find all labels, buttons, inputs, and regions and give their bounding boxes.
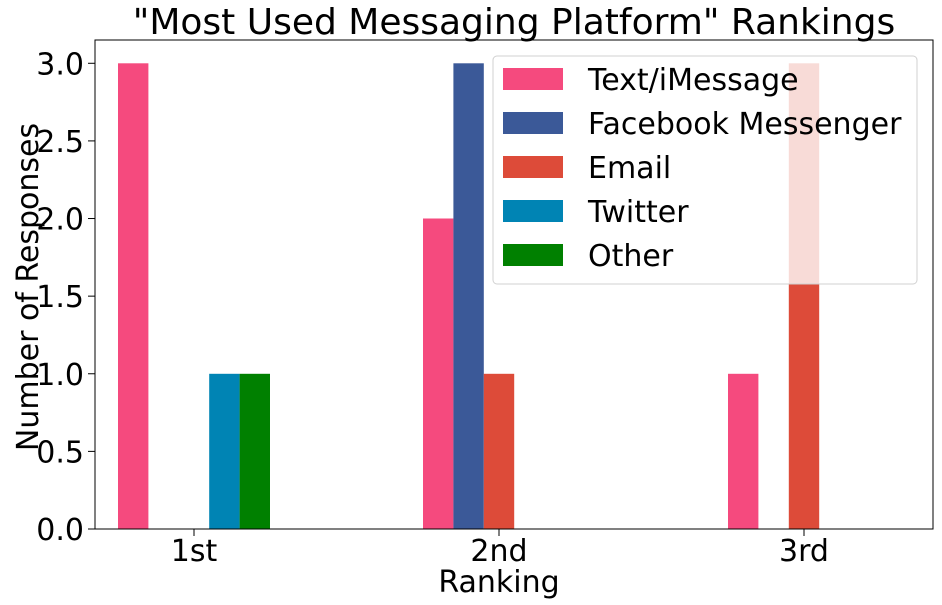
legend-swatch <box>503 156 563 178</box>
y-tick-label: 2.0 <box>36 203 84 238</box>
bar-twitter-1st <box>209 373 240 529</box>
x-axis: 1st 2nd 3rd <box>171 529 829 569</box>
bar-text-imessage-1st <box>118 63 149 530</box>
x-tick-label: 1st <box>171 534 218 569</box>
x-axis-label: Ranking <box>438 565 559 600</box>
legend-box <box>492 55 918 285</box>
legend-swatch <box>503 244 563 266</box>
bar-other-1st <box>239 373 270 529</box>
y-tick-label: 0.0 <box>36 513 84 548</box>
bar-email-2nd <box>483 373 515 529</box>
bar-text-imessage-3rd <box>728 373 759 529</box>
chart-title: "Most Used Messaging Platform" Rankings <box>133 2 895 43</box>
y-axis: 0.0 0.5 1.0 1.5 2.0 2.5 3.0 <box>36 47 95 548</box>
legend: Text/iMessage Facebook Messenger Email Twit… <box>492 55 918 285</box>
y-tick-label: 3.0 <box>36 47 84 82</box>
legend-label: Other <box>588 239 674 274</box>
bars-group <box>118 63 820 530</box>
x-tick-label: 3rd <box>779 534 829 569</box>
legend-swatch <box>503 68 563 90</box>
legend-swatch <box>503 200 563 222</box>
legend-label: Text/iMessage <box>587 63 799 98</box>
y-axis-label: Number of Responses <box>11 123 46 451</box>
y-tick-label: 1.5 <box>36 280 84 315</box>
bar-facebook-messenger-2nd <box>453 63 484 530</box>
legend-label: Email <box>588 151 671 186</box>
y-tick-label: 0.5 <box>36 435 84 470</box>
x-tick-label: 2nd <box>470 534 527 569</box>
legend-label: Facebook Messenger <box>588 107 902 142</box>
plot-frame <box>94 39 934 530</box>
legend-swatch <box>503 112 563 134</box>
y-tick-label: 1.0 <box>36 358 84 393</box>
y-tick-label: 2.5 <box>36 125 84 160</box>
legend-label: Twitter <box>587 195 689 230</box>
bar-text-imessage-2nd <box>423 218 454 529</box>
